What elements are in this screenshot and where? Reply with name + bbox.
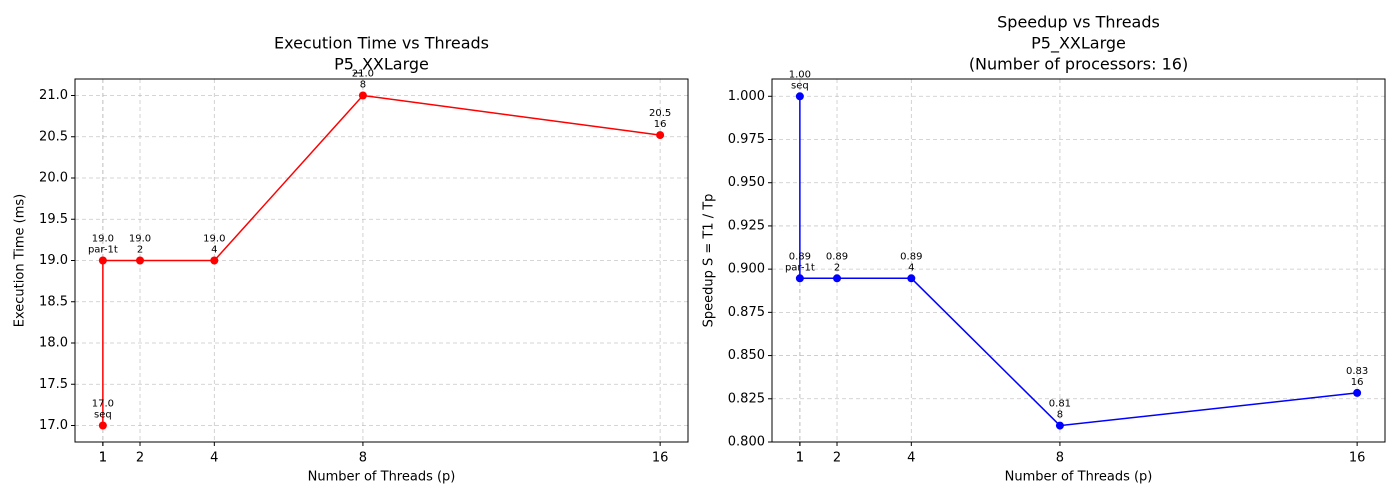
plot-frame bbox=[74, 78, 689, 443]
y-tick-label: 17.5 bbox=[39, 377, 68, 392]
y-tick-label: 0.825 bbox=[728, 391, 765, 406]
y-tick-label: 0.925 bbox=[728, 218, 765, 233]
chart-title: Execution Time vs Threads bbox=[274, 34, 489, 53]
data-label: 21.0 bbox=[352, 69, 374, 80]
point-label: 4 bbox=[211, 245, 217, 256]
point-label: 8 bbox=[1057, 410, 1063, 421]
series-line bbox=[102, 94, 661, 426]
plot-frame bbox=[771, 78, 1386, 443]
data-label: 1.00 bbox=[789, 69, 811, 80]
data-label: 19.0 bbox=[129, 234, 151, 245]
y-tick-label: 0.875 bbox=[728, 305, 765, 320]
chart-title: P5_XXLarge bbox=[1031, 34, 1126, 54]
data-point bbox=[795, 274, 804, 283]
point-label: seq bbox=[791, 80, 809, 91]
series-line bbox=[799, 96, 1358, 427]
data-point bbox=[1353, 388, 1362, 397]
data-label: 0.89 bbox=[900, 251, 922, 262]
data-point bbox=[98, 256, 107, 265]
data-point bbox=[656, 131, 665, 140]
point-label: 8 bbox=[360, 80, 366, 91]
chart-title: P5_XXLarge bbox=[334, 55, 429, 75]
chart-title: (Number of processors: 16) bbox=[969, 55, 1188, 74]
point-label: par-1t bbox=[785, 262, 815, 273]
x-axis-label: Number of Threads (p) bbox=[1005, 470, 1153, 485]
x-tick-label: 2 bbox=[136, 451, 144, 466]
data-label: 19.0 bbox=[203, 234, 225, 245]
point-label: 16 bbox=[1351, 377, 1364, 388]
y-tick-label: 1.000 bbox=[728, 89, 765, 104]
point-label: par-1t bbox=[88, 245, 118, 256]
y-axis-label: Execution Time (ms) bbox=[13, 194, 28, 327]
y-tick-label: 19.5 bbox=[39, 212, 68, 227]
y-tick-label: 0.850 bbox=[728, 348, 765, 363]
y-tick-label: 20.0 bbox=[39, 171, 68, 186]
data-point bbox=[358, 91, 367, 100]
data-point bbox=[98, 421, 107, 430]
y-tick-label: 0.975 bbox=[728, 132, 765, 147]
x-tick-label: 1 bbox=[796, 451, 804, 466]
data-label: 17.0 bbox=[92, 399, 114, 410]
x-tick-label: 4 bbox=[907, 451, 915, 466]
y-axis-label: Speedup S = T1 / Tp bbox=[702, 194, 717, 328]
x-tick-label: 1 bbox=[99, 451, 107, 466]
data-label: 0.89 bbox=[789, 251, 811, 262]
x-tick-label: 2 bbox=[833, 451, 841, 466]
data-point bbox=[795, 92, 804, 101]
y-tick-label: 0.800 bbox=[728, 435, 765, 450]
data-point bbox=[1055, 421, 1064, 430]
x-tick-label: 4 bbox=[210, 451, 218, 466]
data-label: 20.5 bbox=[649, 108, 671, 119]
x-tick-label: 1 bbox=[99, 451, 107, 466]
x-tick-label: 16 bbox=[652, 451, 669, 466]
y-tick-label: 17.0 bbox=[39, 418, 68, 433]
y-tick-label: 21.0 bbox=[39, 88, 68, 103]
data-label: 19.0 bbox=[92, 234, 114, 245]
point-label: 16 bbox=[654, 119, 667, 130]
x-axis-label: Number of Threads (p) bbox=[308, 470, 456, 485]
point-label: 2 bbox=[834, 262, 840, 273]
data-point bbox=[833, 274, 842, 283]
x-tick-label: 1 bbox=[796, 451, 804, 466]
y-tick-label: 20.5 bbox=[39, 129, 68, 144]
y-tick-label: 19.0 bbox=[39, 253, 68, 268]
data-label: 0.89 bbox=[826, 251, 848, 262]
data-point bbox=[136, 256, 145, 265]
point-label: 2 bbox=[137, 245, 143, 256]
point-label: seq bbox=[94, 410, 112, 421]
y-tick-label: 18.5 bbox=[39, 294, 68, 309]
y-tick-label: 18.0 bbox=[39, 336, 68, 351]
y-tick-label: 0.900 bbox=[728, 262, 765, 277]
data-point bbox=[907, 274, 916, 283]
data-label: 0.83 bbox=[1346, 366, 1368, 377]
x-tick-label: 16 bbox=[1349, 451, 1366, 466]
point-label: 4 bbox=[908, 262, 914, 273]
data-label: 0.81 bbox=[1049, 399, 1071, 410]
chart-title: Speedup vs Threads bbox=[997, 13, 1160, 32]
x-tick-label: 8 bbox=[359, 451, 367, 466]
x-tick-label: 8 bbox=[1056, 451, 1064, 466]
y-tick-label: 0.950 bbox=[728, 175, 765, 190]
data-point bbox=[210, 256, 219, 265]
